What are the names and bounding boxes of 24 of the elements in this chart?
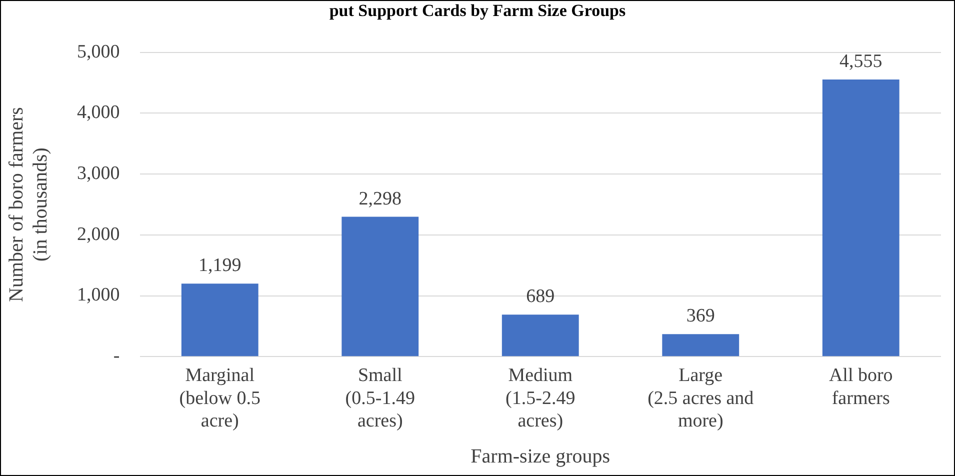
y-tick-label: - [113,346,120,367]
y-tick-label: 4,000 [77,102,120,124]
y-tick-label: 1,000 [77,284,120,306]
y-axis-title: Number of boro farmers (in thousands) [5,106,52,302]
x-tick-label: Large (2.5 acres and more) [648,364,754,432]
x-tick-label: Marginal (below 0.5 acre) [179,364,261,432]
y-tick-label: 3,000 [77,163,120,184]
bar [822,79,900,356]
data-label: 689 [526,286,555,308]
data-label: 369 [686,306,715,327]
data-label: 1,199 [198,255,242,276]
x-axis-title: Farm-size groups [470,445,610,468]
bar [181,284,258,356]
y-tick-label: 2,000 [77,224,120,245]
data-label: 2,298 [358,188,402,210]
chart-title: put Support Cards by Farm Size Groups [328,1,627,21]
x-tick-label: All boro farmers [828,364,893,409]
x-tick-label: Medium (1.5-2.49 acres) [506,364,576,432]
data-label: 4,555 [840,50,882,72]
x-tick-label: Small (0.5-1.49 acres) [345,364,415,432]
y-tick-label: 5,000 [77,41,120,62]
bar [342,216,419,356]
bar [502,314,579,356]
bar [662,334,740,356]
